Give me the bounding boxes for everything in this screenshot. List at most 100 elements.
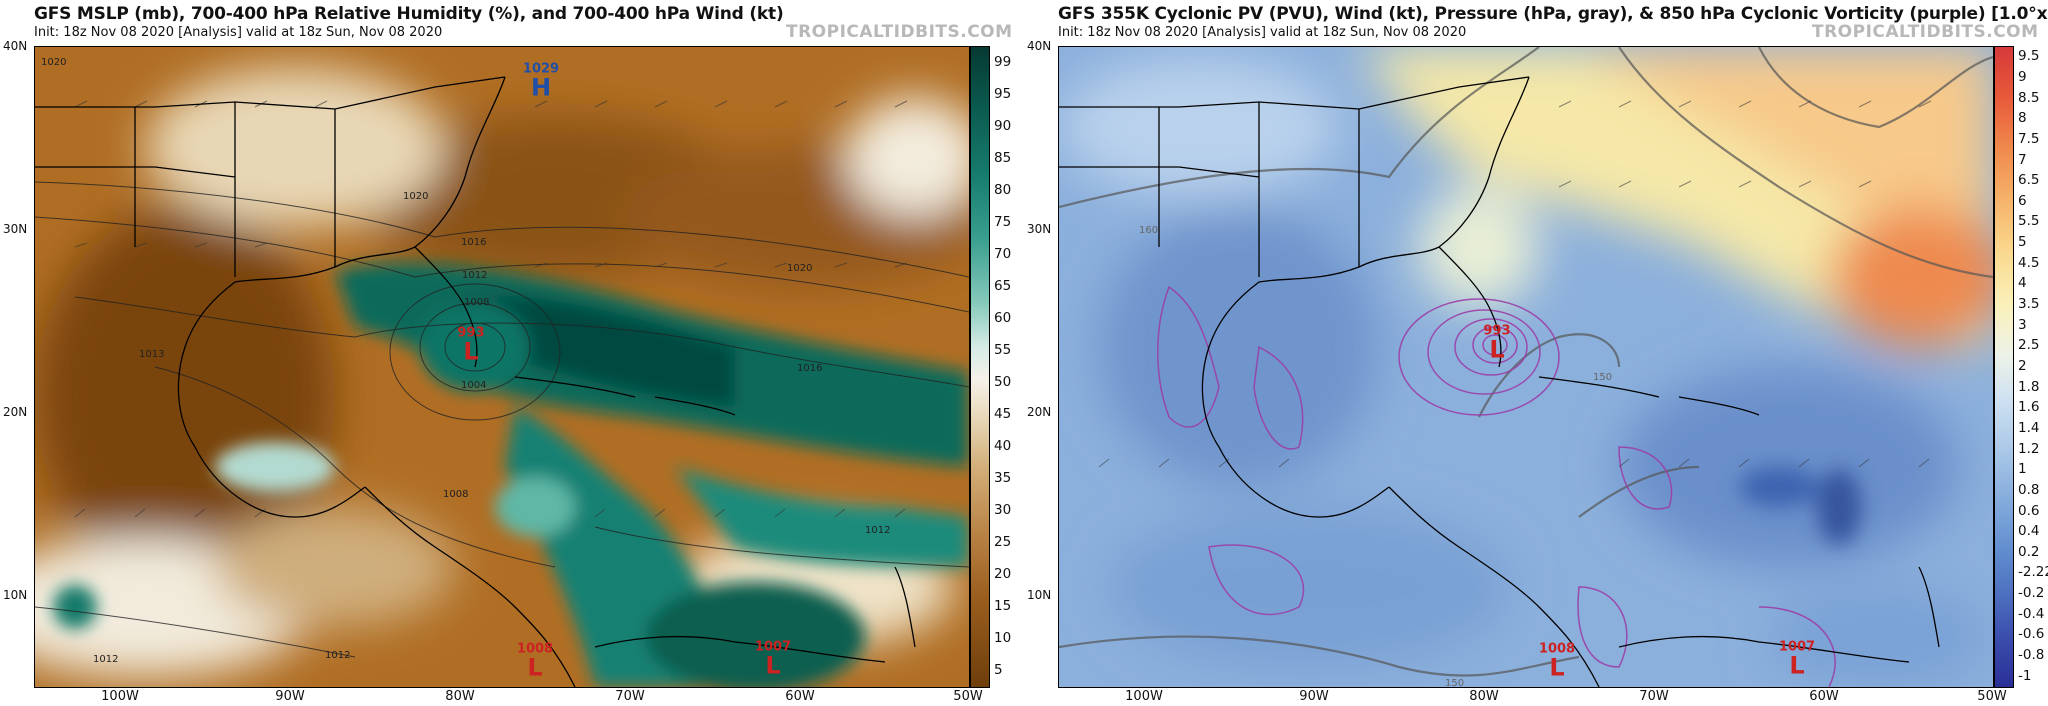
low-pressure-center: 1008 L	[1539, 643, 1575, 680]
low-pressure-symbol: L	[1789, 651, 1805, 680]
low-pressure-value: 993	[1483, 323, 1511, 339]
colorbar-tick-label: 80	[994, 182, 1012, 198]
left-lat-label-40n: 40N	[3, 39, 28, 53]
high-pressure-center: 1029 H	[523, 63, 559, 100]
colorbar-tick-label: -2.22	[2018, 564, 2048, 581]
colorbar-tick-label: 45	[994, 406, 1012, 422]
low-pressure-symbol: L	[1489, 335, 1505, 364]
left-lon-label-80w: 80W	[445, 689, 475, 704]
colorbar-tick-label: 50	[994, 374, 1012, 390]
low-pressure-center-eta: 993 L	[1483, 325, 1510, 362]
isobar-label: 1012	[93, 654, 119, 665]
colorbar-tick-label: 70	[994, 246, 1012, 262]
colorbar-tick-label: 1.2	[2018, 440, 2040, 457]
colorbar-tick-label: 1.6	[2018, 399, 2040, 416]
left-lat-label-10n: 10N	[3, 588, 28, 602]
colorbar-tick-label: 7.5	[2018, 130, 2040, 147]
low-pressure-center-eta: 993 L	[457, 327, 484, 364]
colorbar-tick-label: 15	[994, 598, 1012, 614]
right-lat-label-10n: 10N	[1027, 588, 1052, 602]
isobar-label: 1012	[865, 525, 891, 536]
colorbar-tick-label: 20	[994, 566, 1012, 582]
rh-field-svg	[35, 47, 969, 687]
isobar-label: 1012	[462, 270, 488, 281]
pressure-contour-label: 150	[1445, 678, 1465, 688]
left-lat-label-30n: 30N	[3, 222, 28, 236]
right-lon-label-50w: 50W	[1977, 689, 2007, 704]
colorbar-tick-label: 10	[994, 630, 1012, 646]
pv-colorbar	[1994, 46, 2014, 688]
left-map: 1020 1020 1016 1012 1008 1004 1016 1020 …	[34, 46, 970, 688]
isobar-label: 1012	[325, 650, 351, 661]
isobar-label: 1016	[461, 237, 487, 248]
left-lon-label-100w: 100W	[101, 689, 139, 704]
low-pressure-center: 1007 L	[1779, 641, 1815, 678]
colorbar-tick-label: 0.4	[2018, 523, 2040, 540]
colorbar-tick-label: 6	[2018, 192, 2027, 209]
rh-colorbar	[970, 46, 990, 688]
right-lat-label-20n: 20N	[1027, 405, 1052, 419]
colorbar-tick-label: 7	[2018, 151, 2027, 168]
colorbar-tick-label: -0.6	[2018, 626, 2045, 643]
right-brand-watermark: TROPICALTIDBITS.COM	[1812, 22, 2039, 42]
isobar-label: 1016	[797, 363, 823, 374]
colorbar-tick-label: 90	[994, 118, 1012, 134]
right-lon-label-80w: 80W	[1469, 689, 1499, 704]
left-lon-label-60w: 60W	[785, 689, 815, 704]
colorbar-tick-label: 2	[2018, 358, 2027, 374]
right-panel-title: GFS 355K Cyclonic PV (PVU), Wind (kt), P…	[1058, 4, 2048, 24]
right-lat-label-30n: 30N	[1027, 222, 1052, 236]
low-pressure-symbol: L	[527, 653, 543, 682]
left-panel-title: GFS MSLP (mb), 700-400 hPa Relative Humi…	[34, 4, 784, 24]
pressure-contour-label: 160	[1139, 225, 1159, 236]
low-pressure-value: 1008	[1538, 641, 1576, 657]
colorbar-tick-label: -0.8	[2018, 647, 2045, 664]
isobar-label: 1020	[787, 263, 813, 274]
low-pressure-value: 993	[457, 325, 485, 341]
high-pressure-value: 1029	[522, 61, 560, 77]
isobar-label: 1020	[41, 57, 67, 68]
colorbar-tick-label: -0.4	[2018, 605, 2045, 622]
colorbar-tick-label: 1.8	[2018, 378, 2040, 395]
colorbar-tick-label: 95	[994, 86, 1012, 102]
low-pressure-symbol: L	[765, 651, 781, 680]
right-lon-label-70w: 70W	[1639, 689, 1669, 704]
right-panel: GFS 355K Cyclonic PV (PVU), Wind (kt), P…	[1024, 0, 2048, 706]
colorbar-tick-label: -0.2	[2018, 585, 2045, 602]
left-brand-watermark: TROPICALTIDBITS.COM	[786, 22, 1013, 42]
colorbar-tick-label: 2.5	[2018, 337, 2040, 354]
colorbar-tick-label: 5	[2018, 234, 2027, 251]
colorbar-tick-label: 5	[994, 662, 1003, 678]
left-lon-label-90w: 90W	[275, 689, 305, 704]
isobar-label: 1004	[461, 380, 487, 391]
colorbar-tick-label: 1	[2018, 461, 2027, 478]
colorbar-tick-label: 40	[994, 438, 1012, 454]
right-init-line: Init: 18z Nov 08 2020 [Analysis] valid a…	[1058, 25, 1467, 40]
colorbar-tick-label: 60	[994, 310, 1012, 326]
colorbar-tick-label: 0.8	[2018, 481, 2040, 498]
colorbar-tick-label: -1	[2018, 667, 2032, 684]
isobar-label: 1008	[443, 489, 469, 500]
isobar-label: 1008	[464, 297, 490, 308]
colorbar-tick-label: 30	[994, 502, 1012, 518]
colorbar-tick-label: 35	[994, 470, 1012, 486]
colorbar-tick-label: 0.6	[2018, 502, 2040, 519]
colorbar-tick-label: 65	[994, 278, 1012, 294]
right-lon-label-60w: 60W	[1809, 689, 1839, 704]
low-pressure-center: 1008 L	[517, 643, 553, 680]
colorbar-tick-label: 9.5	[2018, 48, 2040, 65]
isobar-label: 1013	[139, 349, 165, 360]
colorbar-tick-label: 8.5	[2018, 89, 2040, 106]
pv-field-svg	[1059, 47, 1993, 687]
low-pressure-value: 1007	[1778, 639, 1816, 655]
right-lon-label-90w: 90W	[1299, 689, 1329, 704]
colorbar-tick-label: 9	[2018, 68, 2027, 85]
low-pressure-symbol: L	[1549, 653, 1565, 682]
high-pressure-symbol: H	[530, 73, 552, 102]
left-panel: GFS MSLP (mb), 700-400 hPa Relative Humi…	[0, 0, 1018, 706]
colorbar-tick-label: 8	[2018, 110, 2027, 127]
colorbar-tick-label: 5.5	[2018, 213, 2040, 230]
colorbar-tick-label: 6.5	[2018, 172, 2040, 189]
left-init-line: Init: 18z Nov 08 2020 [Analysis] valid a…	[34, 25, 443, 40]
right-lat-label-40n: 40N	[1027, 39, 1052, 53]
